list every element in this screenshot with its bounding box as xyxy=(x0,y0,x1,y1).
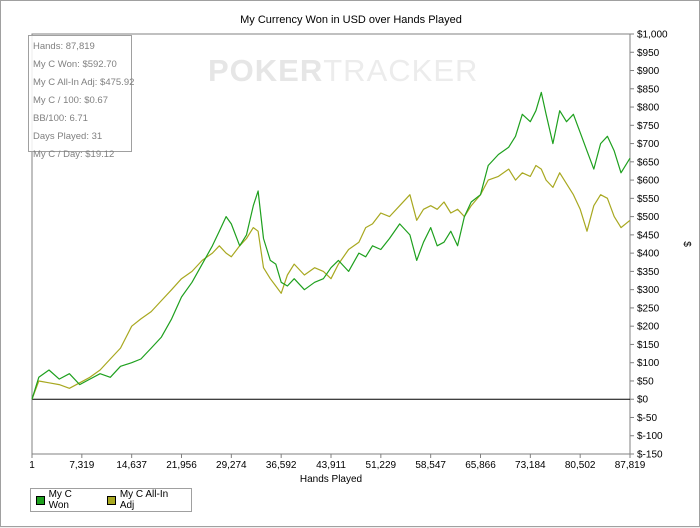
stat-per-day: My C / Day: $19.12 xyxy=(33,149,115,160)
y-tick-label: $650 xyxy=(637,157,660,168)
y-tick-label: $200 xyxy=(637,322,660,333)
x-tick-label: 1 xyxy=(29,460,35,471)
x-tick-label: 43,911 xyxy=(316,460,346,471)
y-tick-label: $400 xyxy=(637,249,660,260)
x-tick-label: 58,547 xyxy=(415,460,446,471)
y-tick-label: $0 xyxy=(637,395,649,406)
stat-won: My C Won: $592.70 xyxy=(33,59,117,70)
stat-bb-100: BB/100: 6.71 xyxy=(33,113,88,124)
x-tick-label: 80,502 xyxy=(565,460,596,471)
y-tick-label: $1,000 xyxy=(637,30,668,41)
x-tick-label: 73,184 xyxy=(515,460,546,471)
x-tick-label: 29,274 xyxy=(216,460,247,471)
y-tick-label: $150 xyxy=(637,340,660,351)
series-line-my-c-won xyxy=(31,91,631,400)
stat-per-100: My C / 100: $0.67 xyxy=(33,95,108,106)
y-tick-label: $750 xyxy=(637,121,660,132)
y-tick-label: $700 xyxy=(637,139,660,150)
y-tick-label: $500 xyxy=(637,212,660,223)
stat-hands: Hands: 87,819 xyxy=(33,41,95,52)
watermark-bold: POKER xyxy=(208,53,324,88)
stats-box: Hands: 87,819 My C Won: $592.70 My C All… xyxy=(28,35,135,160)
x-tick-label: 7,319 xyxy=(69,460,94,471)
y-axis-label: $ xyxy=(681,241,692,247)
x-tick-label: 14,637 xyxy=(116,460,147,471)
y-tick-label: $300 xyxy=(637,285,660,296)
x-tick-label: 51,229 xyxy=(366,460,397,471)
y-tick-label: $-50 xyxy=(637,413,657,424)
x-tick-label: 87,819 xyxy=(615,460,646,471)
y-tick-label: $250 xyxy=(637,303,660,314)
y-tick-label: $350 xyxy=(637,267,660,278)
stat-days-played: Days Played: 31 xyxy=(33,131,103,142)
y-tick-label: $800 xyxy=(637,103,660,114)
y-tick-label: $-100 xyxy=(637,431,663,442)
legend-swatch-won xyxy=(36,495,45,505)
y-tick-label: $600 xyxy=(637,176,660,187)
watermark-light: TRACKER xyxy=(323,53,479,88)
x-axis-label: Hands Played xyxy=(300,474,362,485)
legend-label-allin-adj: My C All-In Adj xyxy=(119,489,169,511)
legend-item-allin-adj[interactable]: My C All-In Adj xyxy=(107,489,181,511)
y-tick-label: $900 xyxy=(637,66,660,77)
y-tick-label: $450 xyxy=(637,230,660,241)
y-tick-label: $550 xyxy=(637,194,660,205)
x-tick-label: 65,866 xyxy=(465,460,496,471)
y-tick-label: $850 xyxy=(637,84,660,95)
series-layer xyxy=(31,91,631,400)
x-tick-label: 36,592 xyxy=(266,460,297,471)
chart-title: My Currency Won in USD over Hands Played xyxy=(240,14,462,26)
axis-layer: $-150 $-100 $-50 $0 $50 $100 $150 $200 $250 $300 $… xyxy=(29,30,668,472)
pokertracker-watermark: POKERTRACKER xyxy=(208,53,478,89)
legend: My C Won My C All-In Adj xyxy=(30,488,192,512)
legend-swatch-allin-adj xyxy=(107,495,116,505)
x-tick-label: 21,956 xyxy=(166,460,197,471)
legend-item-won[interactable]: My C Won xyxy=(36,489,92,511)
y-tick-label: $950 xyxy=(637,48,660,59)
y-tick-label: $100 xyxy=(637,358,660,369)
stat-allin-adj: My C All-In Adj: $475.92 xyxy=(33,77,135,88)
y-tick-label: $50 xyxy=(637,376,654,387)
legend-label-won: My C Won xyxy=(48,489,72,511)
series-line-my-c-all-in-adj xyxy=(31,164,631,400)
y-tick-label: $-150 xyxy=(637,450,663,461)
